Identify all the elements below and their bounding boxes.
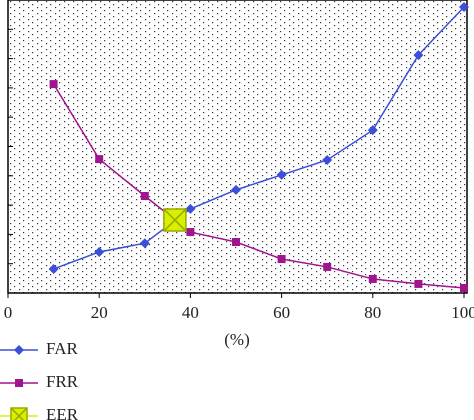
marker (140, 192, 149, 201)
x-tick-label: 60 (273, 303, 290, 322)
legend-label: FRR (46, 372, 79, 391)
legend-marker (15, 379, 23, 387)
series-line (52, 83, 465, 289)
plot-area (7, 0, 468, 294)
legend-label: FAR (46, 339, 78, 358)
x-tick-label: 20 (91, 303, 108, 322)
marker (163, 208, 187, 232)
marker (231, 184, 241, 195)
marker (232, 238, 240, 247)
marker (48, 263, 59, 274)
marker (367, 125, 378, 136)
legend-marker (10, 407, 28, 420)
marker (49, 80, 58, 89)
marker (185, 203, 196, 214)
legend-label: EER (46, 405, 79, 420)
marker (322, 154, 333, 165)
x-tick-label: 40 (182, 303, 199, 322)
marker (276, 169, 287, 180)
marker (368, 274, 377, 283)
marker (139, 238, 150, 249)
series-line (53, 6, 465, 270)
marker (186, 228, 195, 237)
marker (414, 279, 423, 288)
x-axis-label: (%) (224, 330, 249, 349)
x-tick-label: 100 (451, 303, 474, 322)
x-tick-label: 0 (4, 303, 13, 322)
marker (323, 262, 332, 271)
marker (277, 255, 286, 264)
x-tick-label: 80 (364, 303, 381, 322)
marker (413, 50, 424, 61)
marker (460, 284, 468, 293)
legend-marker (14, 345, 24, 355)
marker (94, 246, 105, 257)
marker (459, 2, 469, 13)
marker (95, 155, 104, 164)
